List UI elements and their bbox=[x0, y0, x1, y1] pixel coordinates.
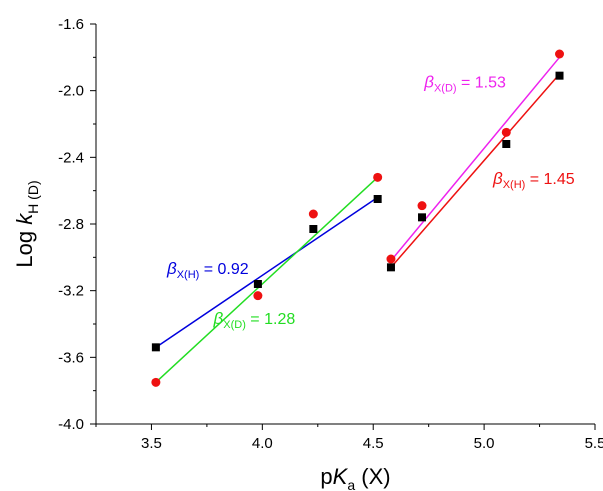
fit-line bbox=[155, 176, 379, 383]
circle-data-point bbox=[501, 127, 511, 137]
y-axis-label-sub: H (D) bbox=[25, 180, 41, 213]
square-data-point bbox=[502, 140, 511, 148]
square-data-point bbox=[253, 280, 262, 288]
beta-annotation: βX(D) = 1.53 bbox=[423, 72, 506, 94]
beta-annotation: βX(D) = 1.28 bbox=[213, 309, 296, 331]
x-tick-label: 4.5 bbox=[363, 435, 384, 452]
y-tick-label: -3.6 bbox=[58, 349, 84, 366]
square-data-point bbox=[151, 343, 160, 352]
circle-data-point bbox=[555, 49, 565, 59]
fit-line bbox=[390, 56, 561, 262]
y-tick-label: -4.0 bbox=[58, 416, 84, 433]
y-tick-label: -2.0 bbox=[58, 83, 84, 100]
beta-value: = 0.92 bbox=[199, 261, 248, 278]
circle-data-point bbox=[308, 209, 318, 219]
y-tick-label: -2.4 bbox=[58, 149, 84, 166]
y-axis-label-base: Log bbox=[12, 225, 37, 268]
x-tick-label: 4.0 bbox=[252, 435, 273, 452]
y-axis-label: Log kH (D) bbox=[12, 180, 41, 267]
beta-value: = 1.53 bbox=[457, 74, 506, 91]
beta-value: = 1.28 bbox=[246, 311, 295, 328]
beta-symbol: β bbox=[166, 259, 177, 278]
x-axis-label: pKa (X) bbox=[320, 464, 390, 491]
fit-line bbox=[390, 73, 561, 268]
y-axis-label-italic: k bbox=[12, 213, 37, 225]
circle-data-point bbox=[253, 291, 263, 301]
circle-data-point bbox=[386, 254, 396, 264]
x-tick-label: 3.5 bbox=[141, 435, 162, 452]
circle-data-point bbox=[151, 377, 161, 387]
beta-symbol: β bbox=[213, 309, 224, 328]
y-tick-label: -1.6 bbox=[58, 16, 84, 33]
x-tick-label: 5.0 bbox=[474, 435, 495, 452]
beta-subscript: X(D) bbox=[223, 319, 246, 331]
beta-subscript: X(D) bbox=[434, 82, 457, 94]
y-tick-label: -2.8 bbox=[58, 216, 84, 233]
square-data-point bbox=[386, 263, 395, 272]
square-data-point bbox=[373, 195, 382, 203]
beta-subscript: X(H) bbox=[177, 269, 200, 281]
square-data-point bbox=[418, 213, 427, 222]
beta-annotation: βX(H) = 0.92 bbox=[166, 259, 249, 281]
beta-annotation: βX(H) = 1.45 bbox=[492, 169, 575, 191]
x-axis-label-italic: K bbox=[333, 464, 349, 489]
beta-value: = 1.45 bbox=[525, 171, 574, 188]
x-axis-label-base: p bbox=[320, 464, 332, 489]
beta-subscript: X(H) bbox=[503, 179, 526, 191]
x-axis-label-sub: a bbox=[347, 477, 355, 491]
x-tick-label: 5.5 bbox=[585, 435, 603, 452]
beta-symbol: β bbox=[492, 169, 503, 188]
y-tick-label: -3.2 bbox=[58, 283, 84, 300]
x-axis-label-tail: (X) bbox=[355, 464, 390, 489]
beta-symbol: β bbox=[423, 72, 434, 91]
circle-data-point bbox=[417, 201, 427, 211]
square-data-point bbox=[555, 71, 564, 80]
fit-line bbox=[155, 196, 379, 348]
circle-data-point bbox=[373, 172, 383, 182]
square-data-point bbox=[309, 225, 318, 233]
